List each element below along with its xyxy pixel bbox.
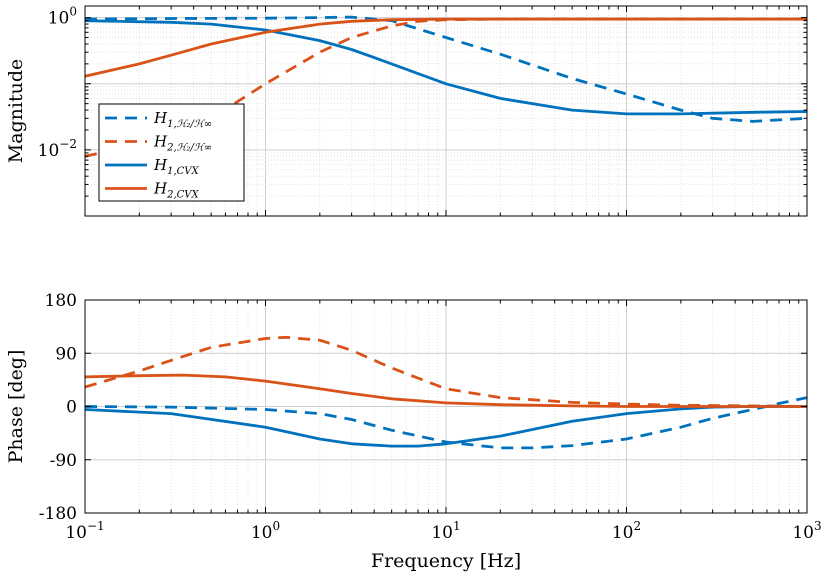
legend-entry: H1,ℋ₂/ℋ∞ (153, 109, 212, 130)
y-ticks (85, 17, 807, 217)
x-axis-title: Frequency [Hz] (371, 550, 521, 572)
axes-phase: -180 -90 0 90 180 10−1 100 101 102 103 Phase [deg]… (5, 291, 822, 572)
x-tick-label: 102 (612, 519, 641, 543)
series-line-1 (85, 15, 807, 123)
series-line-1 (85, 396, 807, 450)
legend-entry: H1,CVX (153, 156, 200, 177)
y-tick-label: 180 (45, 291, 77, 311)
legend-entry: H2,CVX (153, 180, 200, 201)
series-line-4 (85, 373, 807, 408)
series-line-3 (85, 19, 807, 116)
legend-entry: H2,ℋ₂/ℋ∞ (153, 133, 212, 154)
x-ticks (84, 300, 808, 513)
series-line-2 (85, 335, 807, 408)
series-line-4 (85, 17, 807, 78)
legend-box (98, 103, 245, 202)
series-group (85, 335, 807, 450)
y-tick-label: -90 (50, 451, 77, 471)
y-tick-label: 0 (66, 398, 77, 418)
y-axis-title: Magnitude (5, 59, 27, 164)
x-grid (138, 300, 800, 513)
x-ticks (84, 6, 808, 216)
y-ticks (85, 299, 807, 514)
y-axis-title: Phase [deg] (5, 350, 27, 464)
x-tick-label: 10−1 (65, 519, 104, 543)
y-tick-label: 100 (48, 5, 77, 29)
y-tick-label: 10−2 (38, 137, 77, 161)
x-tick-label: 101 (431, 519, 460, 543)
x-tick-label: 100 (251, 519, 280, 543)
axes-magnitude: 100 10−2 Magnitude H1,ℋ₂/ℋ∞ H2,ℋ₂/ℋ∞H1,CVX H2… (5, 5, 808, 217)
series-group (85, 15, 807, 158)
x-tick-label: 103 (792, 519, 821, 543)
legend: H1,ℋ₂/ℋ∞ H2,ℋ₂/ℋ∞H1,CVX H2,CVX (98, 103, 245, 202)
y-tick-label: 90 (55, 344, 77, 364)
y-tick-label: -180 (39, 504, 77, 524)
